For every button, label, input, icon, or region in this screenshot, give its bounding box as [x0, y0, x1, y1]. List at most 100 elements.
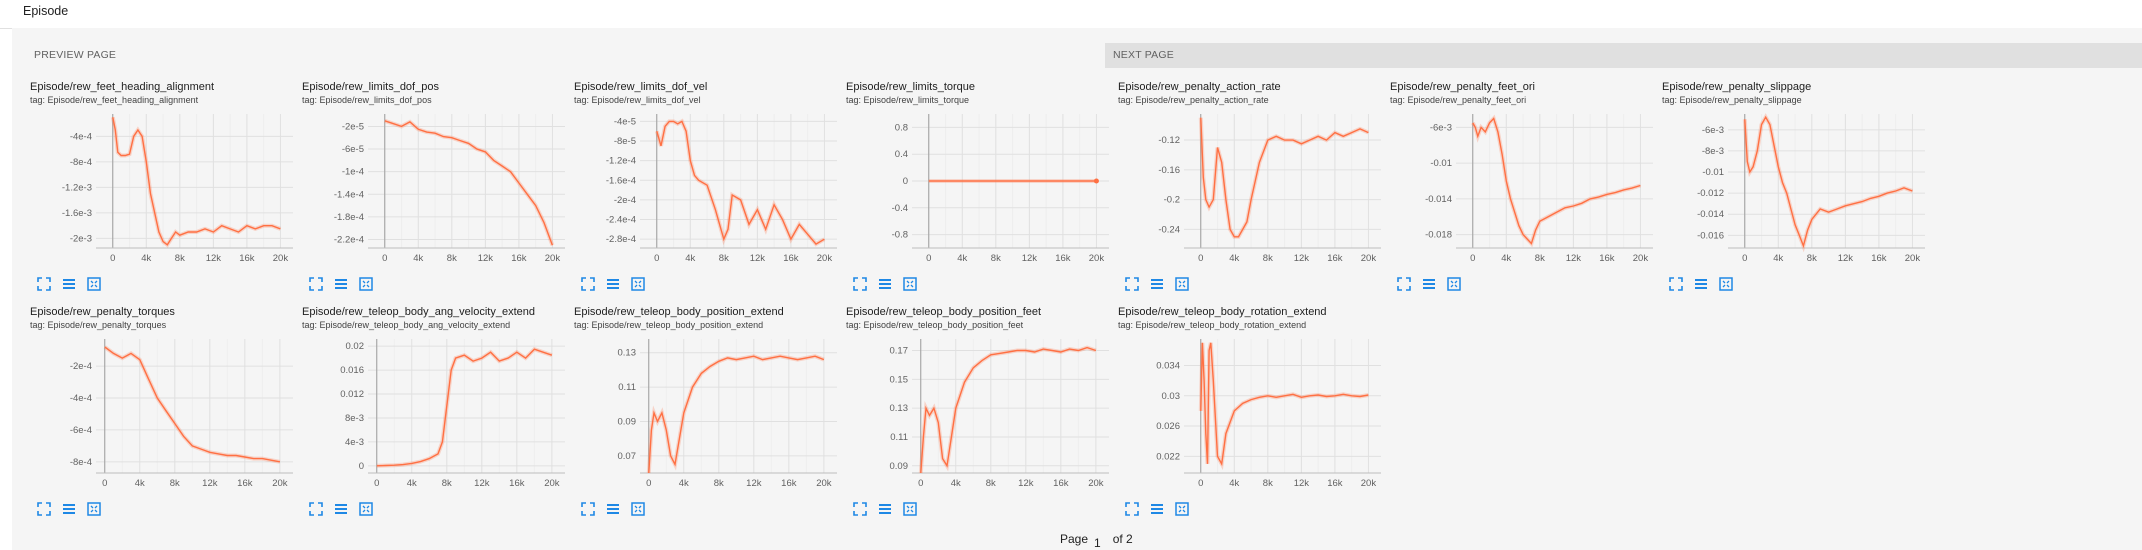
y-tick-label: -2e-5 — [342, 121, 364, 132]
card-title: Episode/rew_limits_dof_pos — [302, 81, 439, 93]
x-tick-label: 8k — [170, 478, 180, 489]
page-number-input[interactable]: 1 — [1094, 536, 1101, 550]
line-chart[interactable]: 0 4k 8k 12k 16k 20k -4e-5 -8e-5 -1.2e-4 -1.6e-4 -2… — [572, 106, 840, 266]
line-chart[interactable]: 0 4k 8k 12k 16k 20k -6e-3 -0.01 -0.014 -0.018 — [1388, 106, 1656, 266]
y-tick-label: -6e-4 — [70, 425, 92, 436]
fullscreen-icon[interactable] — [36, 276, 52, 292]
toggle-log-scale-icon[interactable] — [61, 276, 77, 292]
toggle-log-scale-icon[interactable] — [877, 276, 893, 292]
fullscreen-icon[interactable] — [36, 501, 52, 517]
series-line — [1200, 117, 1369, 238]
card-title: Episode/rew_limits_torque — [846, 81, 976, 93]
fit-domain-icon[interactable] — [358, 501, 374, 517]
scalar-card: Episode/rew_penalty_torques tag: Episode/… — [28, 303, 296, 528]
y-tick-label: -0.4 — [892, 203, 908, 214]
x-tick-label: 16k — [783, 253, 799, 264]
toggle-log-scale-icon[interactable] — [605, 501, 621, 517]
x-tick-label: 8k — [1807, 253, 1817, 264]
fullscreen-icon[interactable] — [580, 501, 596, 517]
y-tick-label: -2.8e-4 — [606, 234, 636, 245]
fullscreen-icon[interactable] — [1124, 276, 1140, 292]
fit-domain-icon[interactable] — [1174, 501, 1190, 517]
x-tick-label: 12k — [750, 253, 766, 264]
x-tick-label: 0 — [110, 253, 115, 264]
x-tick-label: 20k — [1089, 253, 1105, 264]
y-tick-label: 0.022 — [1156, 451, 1180, 462]
fullscreen-icon[interactable] — [852, 501, 868, 517]
line-chart[interactable]: 0 4k 8k 12k 16k 20k 0.034 0.03 0.026 0.022 — [1116, 331, 1384, 491]
series-line — [384, 120, 554, 246]
series-line — [1744, 115, 1913, 249]
y-tick-label: 0.026 — [1156, 421, 1180, 432]
x-tick-label: 0 — [918, 478, 923, 489]
y-tick-label: 0.016 — [340, 365, 364, 376]
line-chart[interactable]: 0 4k 8k 12k 16k 20k -4e-4 -8e-4 -1.2e-3 -1.6e-3 -2… — [28, 106, 296, 266]
scalar-card: Episode/rew_limits_dof_pos tag: Episode/r… — [300, 78, 568, 303]
fit-domain-icon[interactable] — [1718, 276, 1734, 292]
x-tick-label: 20k — [817, 253, 833, 264]
x-tick-label: 8k — [1263, 253, 1273, 264]
y-tick-label: -8e-4 — [70, 157, 92, 168]
x-tick-label: 4k — [1229, 478, 1239, 489]
toggle-log-scale-icon[interactable] — [1421, 276, 1437, 292]
fit-domain-icon[interactable] — [902, 276, 918, 292]
page-indicator: Page 1 of 2 — [1060, 532, 1133, 550]
series-line — [648, 355, 825, 474]
y-tick-label: -8e-3 — [1702, 146, 1724, 157]
x-tick-label: 16k — [781, 478, 797, 489]
fullscreen-icon[interactable] — [308, 501, 324, 517]
toggle-log-scale-icon[interactable] — [1693, 276, 1709, 292]
fullscreen-icon[interactable] — [852, 276, 868, 292]
fit-domain-icon[interactable] — [358, 276, 374, 292]
fit-domain-icon[interactable] — [1174, 276, 1190, 292]
line-chart[interactable]: 0 4k 8k 12k 16k 20k 0.8 0.4 0 -0.4 -0.8 — [844, 106, 1112, 266]
line-chart[interactable]: 0 4k 8k 12k 16k 20k 0.02 0.016 0.012 8e-3 4e-3 0 — [300, 331, 568, 491]
line-chart[interactable]: 0 4k 8k 12k 16k 20k -2e-4 -4e-4 -6e-4 -8e-4 — [28, 331, 296, 491]
toggle-log-scale-icon[interactable] — [1149, 276, 1165, 292]
fullscreen-icon[interactable] — [1668, 276, 1684, 292]
x-tick-label: 16k — [239, 253, 255, 264]
toggle-log-scale-icon[interactable] — [605, 276, 621, 292]
fit-domain-icon[interactable] — [630, 276, 646, 292]
scalar-card: Episode/rew_penalty_action_rate tag: Epis… — [1116, 78, 1384, 303]
y-tick-label: -2e-4 — [70, 361, 92, 372]
fit-domain-icon[interactable] — [86, 276, 102, 292]
y-tick-label: -6e-3 — [1430, 122, 1452, 133]
x-tick-label: 12k — [478, 253, 494, 264]
line-chart[interactable]: 0 4k 8k 12k 16k 20k -2e-5 -6e-5 -1e-4 -1.4e-4 -1.8… — [300, 106, 568, 266]
fullscreen-icon[interactable] — [1396, 276, 1412, 292]
y-tick-label: -0.016 — [1697, 230, 1724, 241]
next-page-button[interactable]: NEXT PAGE — [1105, 43, 2142, 68]
x-tick-label: 4k — [413, 253, 423, 264]
y-tick-label: -2e-4 — [614, 195, 636, 206]
previous-page-button[interactable]: PREVIEW PAGE — [34, 49, 117, 61]
y-tick-label: 0.09 — [618, 416, 637, 427]
fullscreen-icon[interactable] — [580, 276, 596, 292]
x-tick-label: 20k — [1361, 478, 1377, 489]
line-chart[interactable]: 0 4k 8k 12k 16k 20k 0.17 0.15 0.13 0.11 0.09 — [844, 331, 1112, 491]
fit-domain-icon[interactable] — [1446, 276, 1462, 292]
run-group-header[interactable]: Episode — [0, 0, 2142, 29]
line-chart[interactable]: 0 4k 8k 12k 16k 20k 0.13 0.11 0.09 0.07 — [572, 331, 840, 491]
toggle-log-scale-icon[interactable] — [333, 276, 349, 292]
y-tick-label: 0.11 — [890, 432, 908, 443]
series-line — [1472, 117, 1641, 245]
toggle-log-scale-icon[interactable] — [877, 501, 893, 517]
fullscreen-icon[interactable] — [308, 276, 324, 292]
line-chart[interactable]: 0 4k 8k 12k 16k 20k -0.12 -0.16 -0.2 -0.24 — [1116, 106, 1384, 266]
fit-domain-icon[interactable] — [86, 501, 102, 517]
x-tick-label: 12k — [1838, 253, 1854, 264]
fullscreen-icon[interactable] — [1124, 501, 1140, 517]
x-tick-label: 4k — [685, 253, 695, 264]
fit-domain-icon[interactable] — [630, 501, 646, 517]
series-line — [656, 120, 825, 246]
toggle-log-scale-icon[interactable] — [333, 501, 349, 517]
toggle-log-scale-icon[interactable] — [61, 501, 77, 517]
toggle-log-scale-icon[interactable] — [1149, 501, 1165, 517]
y-tick-label: 0.034 — [1156, 360, 1180, 371]
scalar-card: Episode/rew_teleop_body_position_extend t… — [572, 303, 840, 528]
card-tag: tag: Episode/rew_penalty_torques — [30, 320, 167, 330]
fit-domain-icon[interactable] — [902, 501, 918, 517]
line-chart[interactable]: 0 4k 8k 12k 16k 20k -6e-3 -8e-3 -0.01 -0.012 -0.01… — [1660, 106, 1928, 266]
y-tick-label: -0.014 — [1425, 194, 1452, 205]
